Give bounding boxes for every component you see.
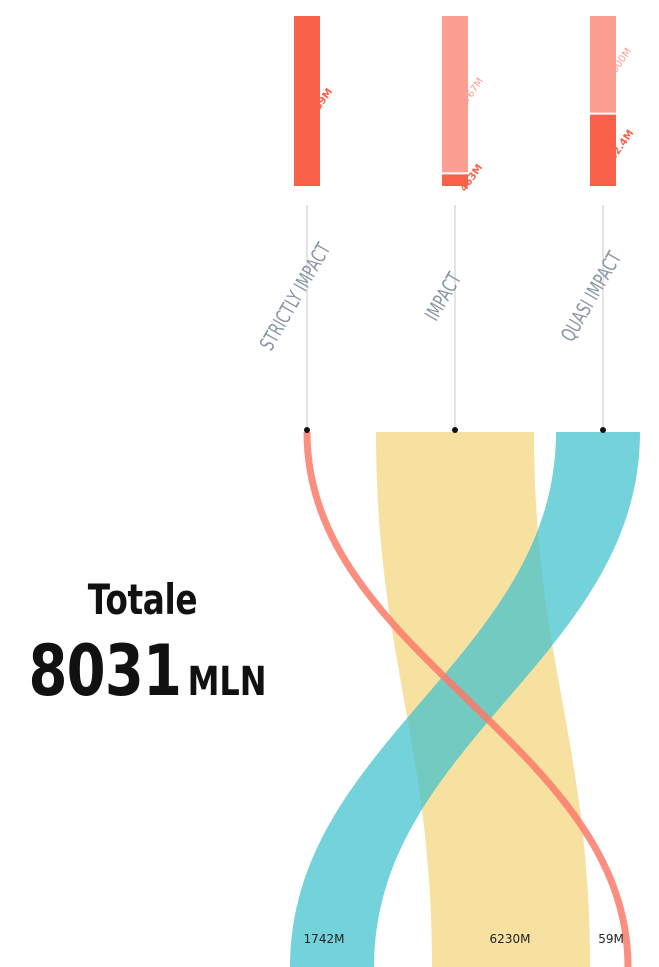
bar-segment-strictly-impact-lower — [294, 16, 320, 186]
bar-segment-impact-lower — [442, 173, 468, 186]
flow-total-label-quasi-impact: 1742M — [304, 932, 345, 946]
node-dot-quasi-impact — [600, 427, 606, 433]
flow-total-label-strictly-impact: 59M — [598, 932, 624, 946]
category-label-quasi-impact: QUASI IMPACT — [557, 248, 627, 346]
total-label: Totale — [87, 575, 198, 624]
total-value-line: 8031 MLN — [28, 630, 267, 712]
flow-ribbon-strictly-impact — [303, 431, 632, 967]
total-value: 8031 — [28, 630, 182, 712]
total-block: Totale 8031 MLN — [0, 575, 285, 712]
flow-total-label-impact: 6230M — [490, 932, 531, 946]
total-unit: MLN — [187, 659, 267, 705]
bar-segment-quasi-impact-upper — [590, 16, 616, 114]
category-label-strictly-impact: STRICTLY IMPACT — [256, 239, 336, 355]
bar-segment-impact-upper — [442, 16, 468, 174]
bar-segment-quasi-impact-lower — [590, 113, 616, 186]
node-dot-impact — [452, 427, 458, 433]
node-dot-strictly-impact — [304, 427, 310, 433]
category-label-impact: IMPACT — [421, 269, 467, 325]
